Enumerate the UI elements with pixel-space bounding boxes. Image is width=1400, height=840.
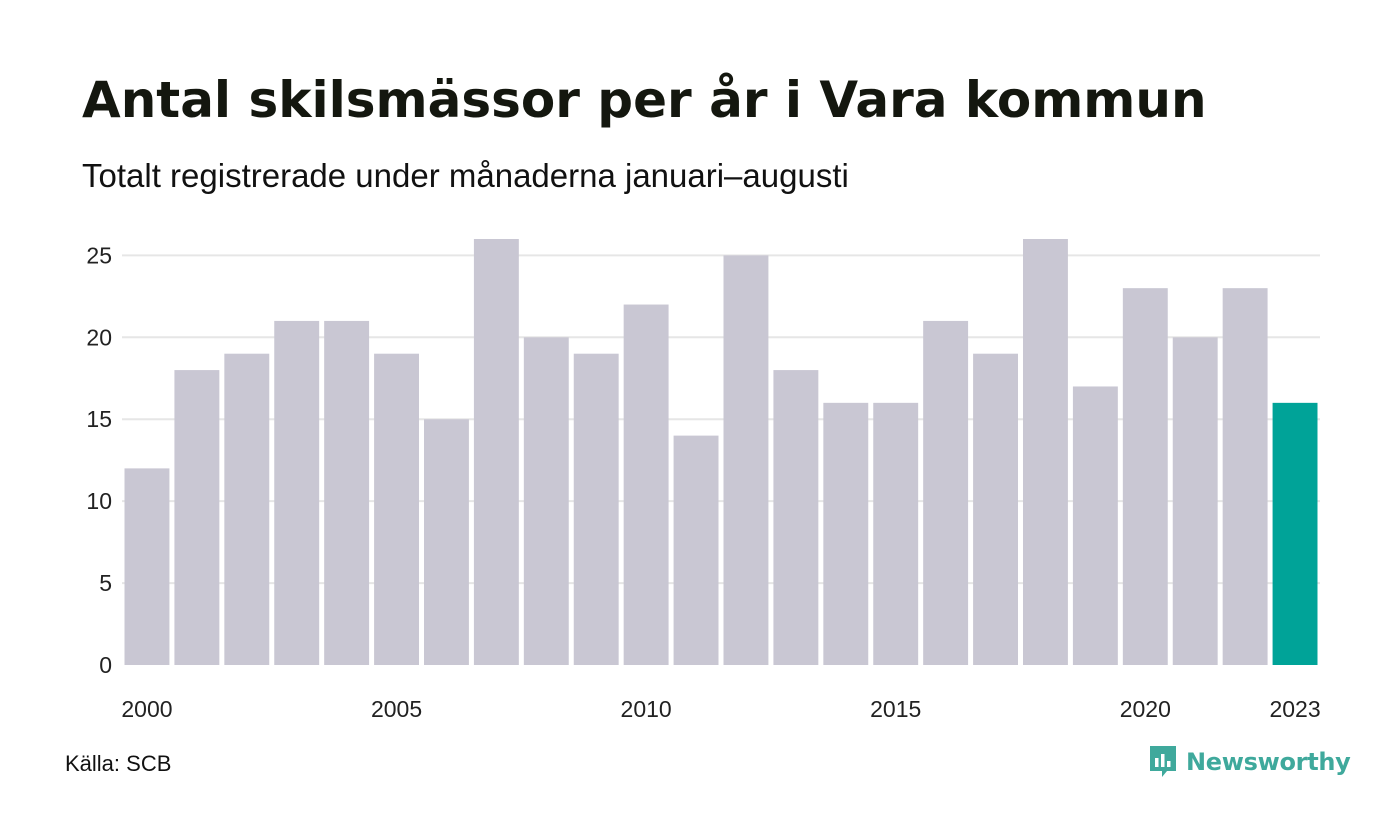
bar-2015 (873, 402, 919, 665)
chart-subtitle: Totalt registrerade under månaderna janu… (82, 157, 849, 194)
bar-2007 (473, 239, 519, 665)
bar-2020 (1122, 288, 1168, 665)
bar-2008 (523, 337, 569, 665)
y-axis-tick-labels: 0 5 10 15 20 25 (86, 242, 112, 678)
bar-2001 (174, 370, 220, 665)
newsworthy-brand: Newsworthy (1148, 744, 1351, 780)
newsworthy-logo-icon (1150, 746, 1176, 777)
bar-2013 (773, 370, 819, 665)
x-tick-label: 2023 (1269, 696, 1320, 722)
x-tick-label: 2010 (621, 696, 672, 722)
bar-2000 (124, 468, 170, 665)
bar-2006 (424, 419, 469, 665)
bar-2012 (723, 255, 769, 665)
y-tick-label: 5 (99, 570, 112, 596)
y-tick-label: 20 (86, 324, 112, 350)
x-axis-tick-labels: 2000 2005 2010 2015 2020 2023 (121, 696, 1320, 722)
x-tick-label: 2015 (870, 696, 921, 722)
bar-2018 (1023, 239, 1068, 665)
x-tick-label: 2005 (371, 696, 422, 722)
y-tick-label: 10 (86, 488, 112, 514)
bar-2017 (973, 353, 1018, 665)
bar-2022 (1222, 288, 1268, 665)
bar-2010 (623, 304, 669, 665)
y-tick-label: 15 (86, 406, 112, 432)
bar-2016 (923, 320, 969, 665)
x-tick-label: 2020 (1120, 696, 1171, 722)
bar-2021 (1172, 337, 1218, 665)
bar-2004 (324, 320, 370, 665)
bar-2003 (274, 320, 320, 665)
bar-2011 (673, 435, 719, 665)
chart-title: Antal skilsmässor per år i Vara kommun (82, 71, 1207, 129)
bar-2019 (1072, 386, 1118, 665)
brand-name: Newsworthy (1186, 748, 1351, 776)
y-tick-label: 25 (86, 242, 112, 268)
source-note: Källa: SCB (65, 751, 172, 776)
x-tick-label: 2000 (121, 696, 172, 722)
y-tick-label: 0 (99, 652, 112, 678)
bar-2005 (374, 353, 419, 665)
bars (124, 239, 1318, 665)
gridlines (122, 254, 1320, 585)
bar-2009 (573, 353, 619, 665)
bar-2023 (1272, 402, 1318, 665)
bar-2014 (823, 402, 869, 665)
bar-2002 (224, 353, 270, 665)
